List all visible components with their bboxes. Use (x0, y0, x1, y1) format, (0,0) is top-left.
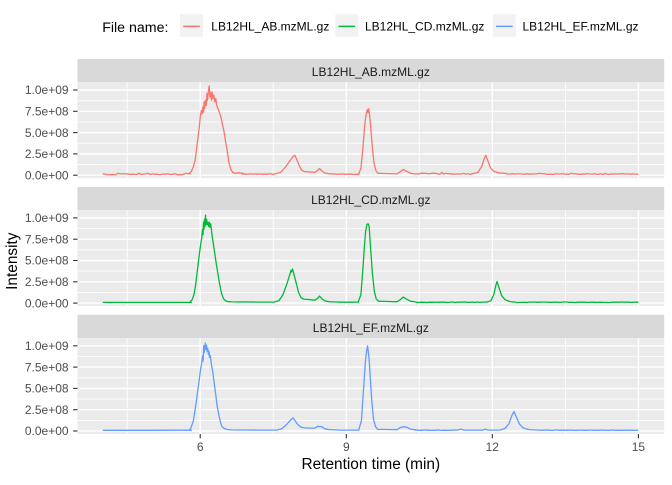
svg-text:5.0e+08: 5.0e+08 (25, 382, 69, 396)
svg-text:File name:: File name: (102, 20, 168, 36)
svg-text:Intensity: Intensity (4, 232, 21, 290)
svg-text:LB12HL_EF.mzML.gz: LB12HL_EF.mzML.gz (313, 321, 429, 335)
svg-text:2.5e+08: 2.5e+08 (25, 403, 69, 417)
svg-text:12: 12 (486, 440, 500, 454)
svg-text:5.0e+08: 5.0e+08 (25, 126, 69, 140)
svg-text:7.5e+08: 7.5e+08 (25, 232, 69, 246)
svg-text:Retention time (min): Retention time (min) (302, 456, 441, 473)
svg-text:7.5e+08: 7.5e+08 (25, 105, 69, 119)
svg-text:1.0e+09: 1.0e+09 (25, 211, 69, 225)
svg-text:2.5e+08: 2.5e+08 (25, 147, 69, 161)
svg-text:7.5e+08: 7.5e+08 (25, 360, 69, 374)
svg-text:2.5e+08: 2.5e+08 (25, 275, 69, 289)
svg-text:LB12HL_EF.mzML.gz: LB12HL_EF.mzML.gz (523, 20, 639, 34)
svg-text:LB12HL_AB.mzML.gz: LB12HL_AB.mzML.gz (211, 20, 329, 34)
svg-text:0.0e+00: 0.0e+00 (25, 296, 69, 310)
svg-text:1.0e+09: 1.0e+09 (25, 339, 69, 353)
svg-text:15: 15 (632, 440, 646, 454)
svg-text:LB12HL_CD.mzML.gz: LB12HL_CD.mzML.gz (311, 193, 430, 207)
svg-text:9: 9 (343, 440, 350, 454)
svg-text:1.0e+09: 1.0e+09 (25, 83, 69, 97)
svg-text:0.0e+00: 0.0e+00 (25, 168, 69, 182)
svg-text:LB12HL_AB.mzML.gz: LB12HL_AB.mzML.gz (312, 65, 430, 79)
svg-text:5.0e+08: 5.0e+08 (25, 254, 69, 268)
svg-text:0.0e+00: 0.0e+00 (25, 424, 69, 438)
svg-text:LB12HL_CD.mzML.gz: LB12HL_CD.mzML.gz (365, 20, 484, 34)
svg-text:6: 6 (197, 440, 204, 454)
